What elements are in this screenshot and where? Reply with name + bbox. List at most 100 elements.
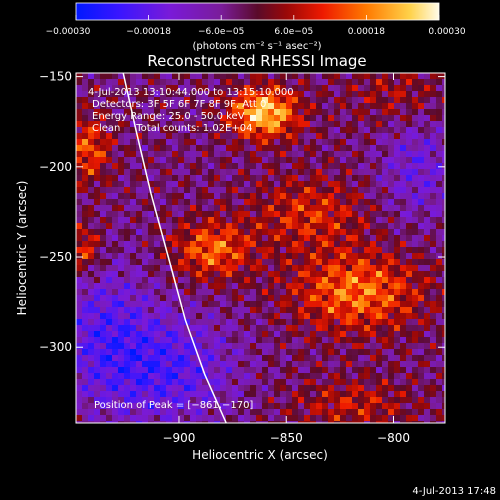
heatmap-cell <box>178 337 185 344</box>
heatmap-cell <box>280 397 287 404</box>
heatmap-cell <box>172 421 179 423</box>
heatmap-cell <box>154 151 161 158</box>
heatmap-cell <box>376 307 383 314</box>
heatmap-cell <box>364 253 371 260</box>
colorbar-tick-label: 0.00030 <box>428 27 465 37</box>
heatmap-cell <box>154 361 161 368</box>
heatmap-cell <box>304 265 311 272</box>
heatmap-cell <box>340 391 347 398</box>
heatmap-cell <box>130 157 137 164</box>
heatmap-cell <box>352 301 359 308</box>
heatmap-cell <box>364 265 371 272</box>
heatmap-cell <box>178 97 185 104</box>
heatmap-cell <box>424 169 431 176</box>
heatmap-cell <box>82 355 89 362</box>
heatmap-cell <box>82 217 89 224</box>
heatmap-cell <box>136 91 143 98</box>
heatmap-cell <box>262 337 269 344</box>
heatmap-cell <box>220 415 227 422</box>
heatmap-cell <box>244 313 251 320</box>
heatmap-cell <box>184 229 191 236</box>
heatmap-cell <box>112 253 119 260</box>
heatmap-cell <box>148 283 155 290</box>
heatmap-cell <box>142 283 149 290</box>
heatmap-cell <box>238 133 245 140</box>
heatmap-cell <box>208 253 215 260</box>
heatmap-cell <box>346 229 353 236</box>
heatmap-cell <box>106 91 113 98</box>
heatmap-cell <box>94 109 101 116</box>
heatmap-cell <box>274 115 281 122</box>
heatmap-cell <box>124 361 131 368</box>
heatmap-cell <box>190 259 197 266</box>
heatmap-cell <box>208 85 215 92</box>
heatmap-cell <box>166 223 173 230</box>
heatmap-cell <box>430 361 437 368</box>
heatmap-cell <box>256 277 263 284</box>
heatmap-cell <box>328 349 335 356</box>
heatmap-cell <box>88 259 95 266</box>
heatmap-cell <box>352 109 359 116</box>
heatmap-cell <box>244 211 251 218</box>
heatmap-cell <box>76 133 83 140</box>
heatmap-cell <box>88 331 95 338</box>
heatmap-cell <box>118 217 125 224</box>
heatmap-cell <box>286 337 293 344</box>
heatmap-cell <box>148 241 155 248</box>
heatmap-cell <box>184 115 191 122</box>
heatmap-cell <box>370 331 377 338</box>
heatmap-cell <box>322 241 329 248</box>
heatmap-cell <box>106 73 113 80</box>
heatmap-cell <box>334 109 341 116</box>
heatmap-cell <box>388 403 395 410</box>
heatmap-cell <box>148 133 155 140</box>
heatmap-cell <box>94 235 101 242</box>
heatmap-cell <box>388 265 395 272</box>
heatmap-cell <box>250 241 257 248</box>
heatmap-cell <box>202 115 209 122</box>
heatmap-cell <box>292 241 299 248</box>
heatmap-cell <box>172 367 179 374</box>
heatmap-cell <box>388 277 395 284</box>
heatmap-cell <box>130 283 137 290</box>
heatmap-cell <box>94 367 101 374</box>
heatmap-cell <box>202 415 209 422</box>
heatmap-cell <box>208 343 215 350</box>
heatmap-cell <box>388 307 395 314</box>
heatmap-cell <box>322 349 329 356</box>
heatmap-cell <box>148 313 155 320</box>
heatmap-cell <box>370 313 377 320</box>
heatmap-cell <box>76 151 83 158</box>
heatmap-cell <box>166 217 173 224</box>
heatmap-cell <box>442 127 445 134</box>
heatmap-cell <box>298 73 305 80</box>
heatmap-cell <box>154 97 161 104</box>
heatmap-cell <box>406 217 413 224</box>
heatmap-cell <box>160 277 167 284</box>
heatmap-cell <box>190 97 197 104</box>
heatmap-cell <box>148 169 155 176</box>
heatmap-cell <box>280 199 287 206</box>
heatmap-cell <box>244 301 251 308</box>
heatmap-cell <box>310 163 317 170</box>
heatmap-cell <box>394 187 401 194</box>
heatmap-cell <box>298 223 305 230</box>
heatmap-cell <box>424 403 431 410</box>
heatmap-cell <box>148 175 155 182</box>
heatmap-cell <box>112 289 119 296</box>
heatmap-cell <box>208 355 215 362</box>
heatmap-cell <box>352 127 359 134</box>
heatmap-cell <box>196 385 203 392</box>
heatmap-cell <box>370 259 377 266</box>
heatmap-cell <box>346 181 353 188</box>
heatmap-cell <box>238 157 245 164</box>
heatmap-cell <box>142 415 149 422</box>
heatmap-cell <box>238 319 245 326</box>
heatmap-cell <box>220 151 227 158</box>
heatmap-cell <box>178 325 185 332</box>
heatmap-cell <box>244 379 251 386</box>
heatmap-cell <box>424 79 431 86</box>
heatmap-cell <box>400 199 407 206</box>
heatmap-cell <box>268 175 275 182</box>
heatmap-cell <box>214 187 221 194</box>
